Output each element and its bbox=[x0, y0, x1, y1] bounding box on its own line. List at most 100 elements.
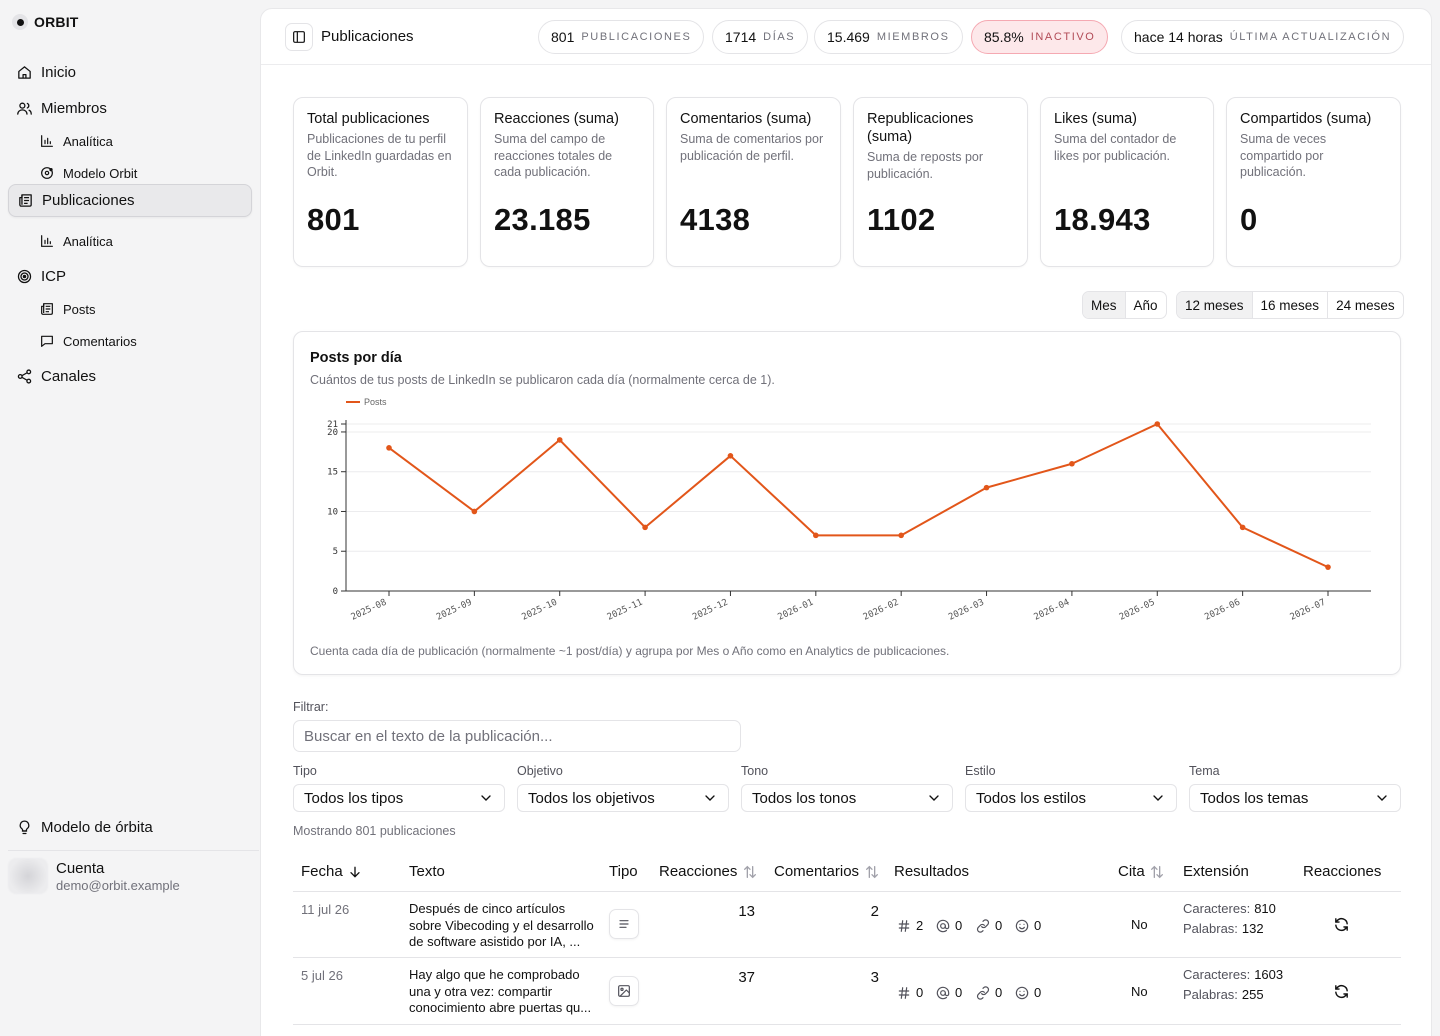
chart-title: Posts por día bbox=[310, 350, 402, 366]
kpi-value: 4138 bbox=[680, 202, 751, 237]
column-header-label: Reacciones bbox=[1303, 863, 1382, 880]
filter-tema-select[interactable]: Todos los temas bbox=[1189, 784, 1401, 812]
at-sign-icon bbox=[934, 917, 951, 934]
brand-logo[interactable]: ORBIT bbox=[12, 14, 79, 30]
chart-card-posts-por-dia: Posts por día Cuántos de tus posts de Li… bbox=[293, 331, 1401, 675]
stat-label: PUBLICACIONES bbox=[581, 31, 692, 43]
sidebar-subitem-posts[interactable]: Posts bbox=[38, 296, 96, 322]
target-icon bbox=[16, 268, 33, 285]
sort-desc-icon bbox=[347, 863, 364, 880]
sidebar-subitem-comentarios[interactable]: Comentarios bbox=[38, 328, 137, 354]
column-header-label: Cita bbox=[1118, 863, 1145, 880]
y-tick-label: 0 bbox=[333, 587, 338, 597]
y-tick-label: 21 bbox=[327, 420, 338, 430]
refresh-reactions-icon[interactable] bbox=[1332, 915, 1350, 933]
stat-label: MIEMBROS bbox=[876, 31, 950, 43]
kpi-title: Comentarios (suma) bbox=[680, 111, 812, 127]
x-tick-label: 2026-01 bbox=[776, 598, 815, 623]
range-option-24-meses[interactable]: 24 meses bbox=[1327, 292, 1403, 318]
stat-label: INACTIVO bbox=[1030, 31, 1096, 43]
kpi-value: 1102 bbox=[867, 202, 936, 237]
sidebar-item-modelo-de-orbita[interactable]: Modelo de órbita bbox=[8, 811, 252, 843]
x-tick-label: 2026-06 bbox=[1203, 598, 1242, 623]
filter-estilo-select[interactable]: Todos los estilos bbox=[965, 784, 1177, 812]
range-option-12-meses[interactable]: 12 meses bbox=[1177, 292, 1252, 318]
sidebar-subitem-label: Posts bbox=[63, 301, 96, 317]
x-tick-label: 2026-07 bbox=[1289, 598, 1328, 623]
kpi-card-comentarios: Comentarios (suma) Suma de comentarios p… bbox=[666, 97, 841, 267]
bar-chart-icon bbox=[38, 133, 55, 150]
y-tick-label: 10 bbox=[327, 507, 338, 517]
filter-objetivo-select[interactable]: Todos los objetivos bbox=[517, 784, 729, 812]
sort-icon bbox=[741, 863, 758, 880]
kpi-description: Suma de comentarios por publicación de p… bbox=[680, 132, 824, 163]
table-header-divider bbox=[293, 891, 1401, 892]
sidebar-item-icp[interactable]: ICP bbox=[8, 260, 252, 292]
x-tick-label: 2025-11 bbox=[606, 598, 645, 623]
cell-cita: No bbox=[1131, 984, 1148, 999]
granularity-option-ano[interactable]: Año bbox=[1124, 292, 1166, 318]
cell-tipo bbox=[609, 976, 639, 1006]
sidebar-item-publicaciones[interactable]: Publicaciones bbox=[8, 184, 252, 217]
result-emojis: 0 bbox=[1013, 984, 1041, 1001]
table-row-divider bbox=[293, 1024, 1401, 1025]
data-point bbox=[983, 484, 990, 491]
y-tick-label: 20 bbox=[327, 428, 338, 438]
data-point bbox=[1239, 524, 1246, 531]
refresh-reactions-icon[interactable] bbox=[1332, 982, 1350, 1000]
kpi-description: Suma de veces compartido por publicación… bbox=[1240, 132, 1327, 179]
cell-fecha: 5 jul 26 bbox=[301, 968, 343, 983]
chart-footnote: Cuenta cada día de publicación (normalme… bbox=[310, 644, 950, 658]
column-header-resultados: Resultados bbox=[894, 863, 969, 880]
sidebar-subitem-label: Modelo Orbit bbox=[63, 165, 138, 181]
result-value: 0 bbox=[955, 918, 963, 933]
range-option-16-meses[interactable]: 16 meses bbox=[1251, 292, 1328, 318]
data-point bbox=[471, 508, 478, 515]
column-header-reacciones[interactable]: Reacciones bbox=[659, 863, 758, 880]
sidebar-toggle-button[interactable] bbox=[285, 23, 313, 51]
series-line-posts bbox=[388, 423, 1329, 569]
data-point bbox=[556, 437, 563, 443]
account-email: demo@orbit.example bbox=[56, 877, 180, 893]
sidebar-subitem-label: Comentarios bbox=[63, 333, 137, 349]
chevron-down-icon bbox=[1373, 790, 1390, 807]
sidebar-item-canales[interactable]: Canales bbox=[8, 360, 252, 392]
column-header-fecha[interactable]: Fecha bbox=[301, 863, 364, 880]
chevron-down-icon bbox=[477, 790, 494, 807]
orbit-logo-icon bbox=[12, 14, 28, 30]
granularity-option-mes[interactable]: Mes bbox=[1083, 292, 1125, 318]
kpi-description: Suma del campo de reacciones totales de … bbox=[494, 132, 613, 179]
stat-inactivo: 85.8% INACTIVO bbox=[971, 20, 1109, 54]
y-tick-label: 5 bbox=[333, 547, 338, 557]
sidebar-divider bbox=[8, 850, 259, 851]
x-tick-label: 2026-03 bbox=[947, 598, 986, 623]
column-header-comentarios[interactable]: Comentarios bbox=[774, 863, 880, 880]
sidebar-subitem-modelo-orbit[interactable]: Modelo Orbit bbox=[38, 160, 137, 186]
search-input[interactable] bbox=[293, 720, 741, 752]
cell-caracteres: Caracteres: 810 bbox=[1183, 901, 1276, 916]
sidebar-item-miembros[interactable]: Miembros bbox=[8, 92, 252, 124]
sidebar: ORBIT Inicio Miembros Analítica Modelo O… bbox=[0, 0, 260, 1036]
stat-value: 1714 bbox=[725, 29, 757, 45]
filter-tipo-select[interactable]: Todos los tipos bbox=[293, 784, 505, 812]
sidebar-subitem-publicaciones-analitica[interactable]: Analítica bbox=[38, 228, 113, 254]
filter-tema-label: Tema bbox=[1189, 764, 1220, 778]
kpi-title: Republicaciones (suma) bbox=[867, 111, 974, 145]
column-header-reacciones-accion: Reacciones bbox=[1303, 863, 1381, 880]
column-header-label: Texto bbox=[409, 863, 445, 880]
filter-tipo-label: Tipo bbox=[293, 764, 317, 778]
account-menu[interactable]: Cuenta demo@orbit.example bbox=[8, 856, 252, 896]
brand-name: ORBIT bbox=[34, 14, 79, 30]
users-icon bbox=[16, 100, 33, 117]
column-header-extension: Extensión bbox=[1183, 863, 1249, 880]
sidebar-item-label: Inicio bbox=[41, 63, 77, 81]
filter-estilo-label: Estilo bbox=[965, 764, 996, 778]
filter-tono-select[interactable]: Todos los tonos bbox=[741, 784, 953, 812]
sidebar-subitem-label: Analítica bbox=[63, 233, 113, 249]
column-header-cita[interactable]: Cita bbox=[1118, 863, 1166, 880]
sidebar-item-inicio[interactable]: Inicio bbox=[8, 56, 252, 88]
sidebar-subitem-miembros-analitica[interactable]: Analítica bbox=[38, 128, 113, 154]
data-point bbox=[1325, 564, 1331, 570]
kpi-title: Total publicaciones bbox=[307, 111, 430, 127]
